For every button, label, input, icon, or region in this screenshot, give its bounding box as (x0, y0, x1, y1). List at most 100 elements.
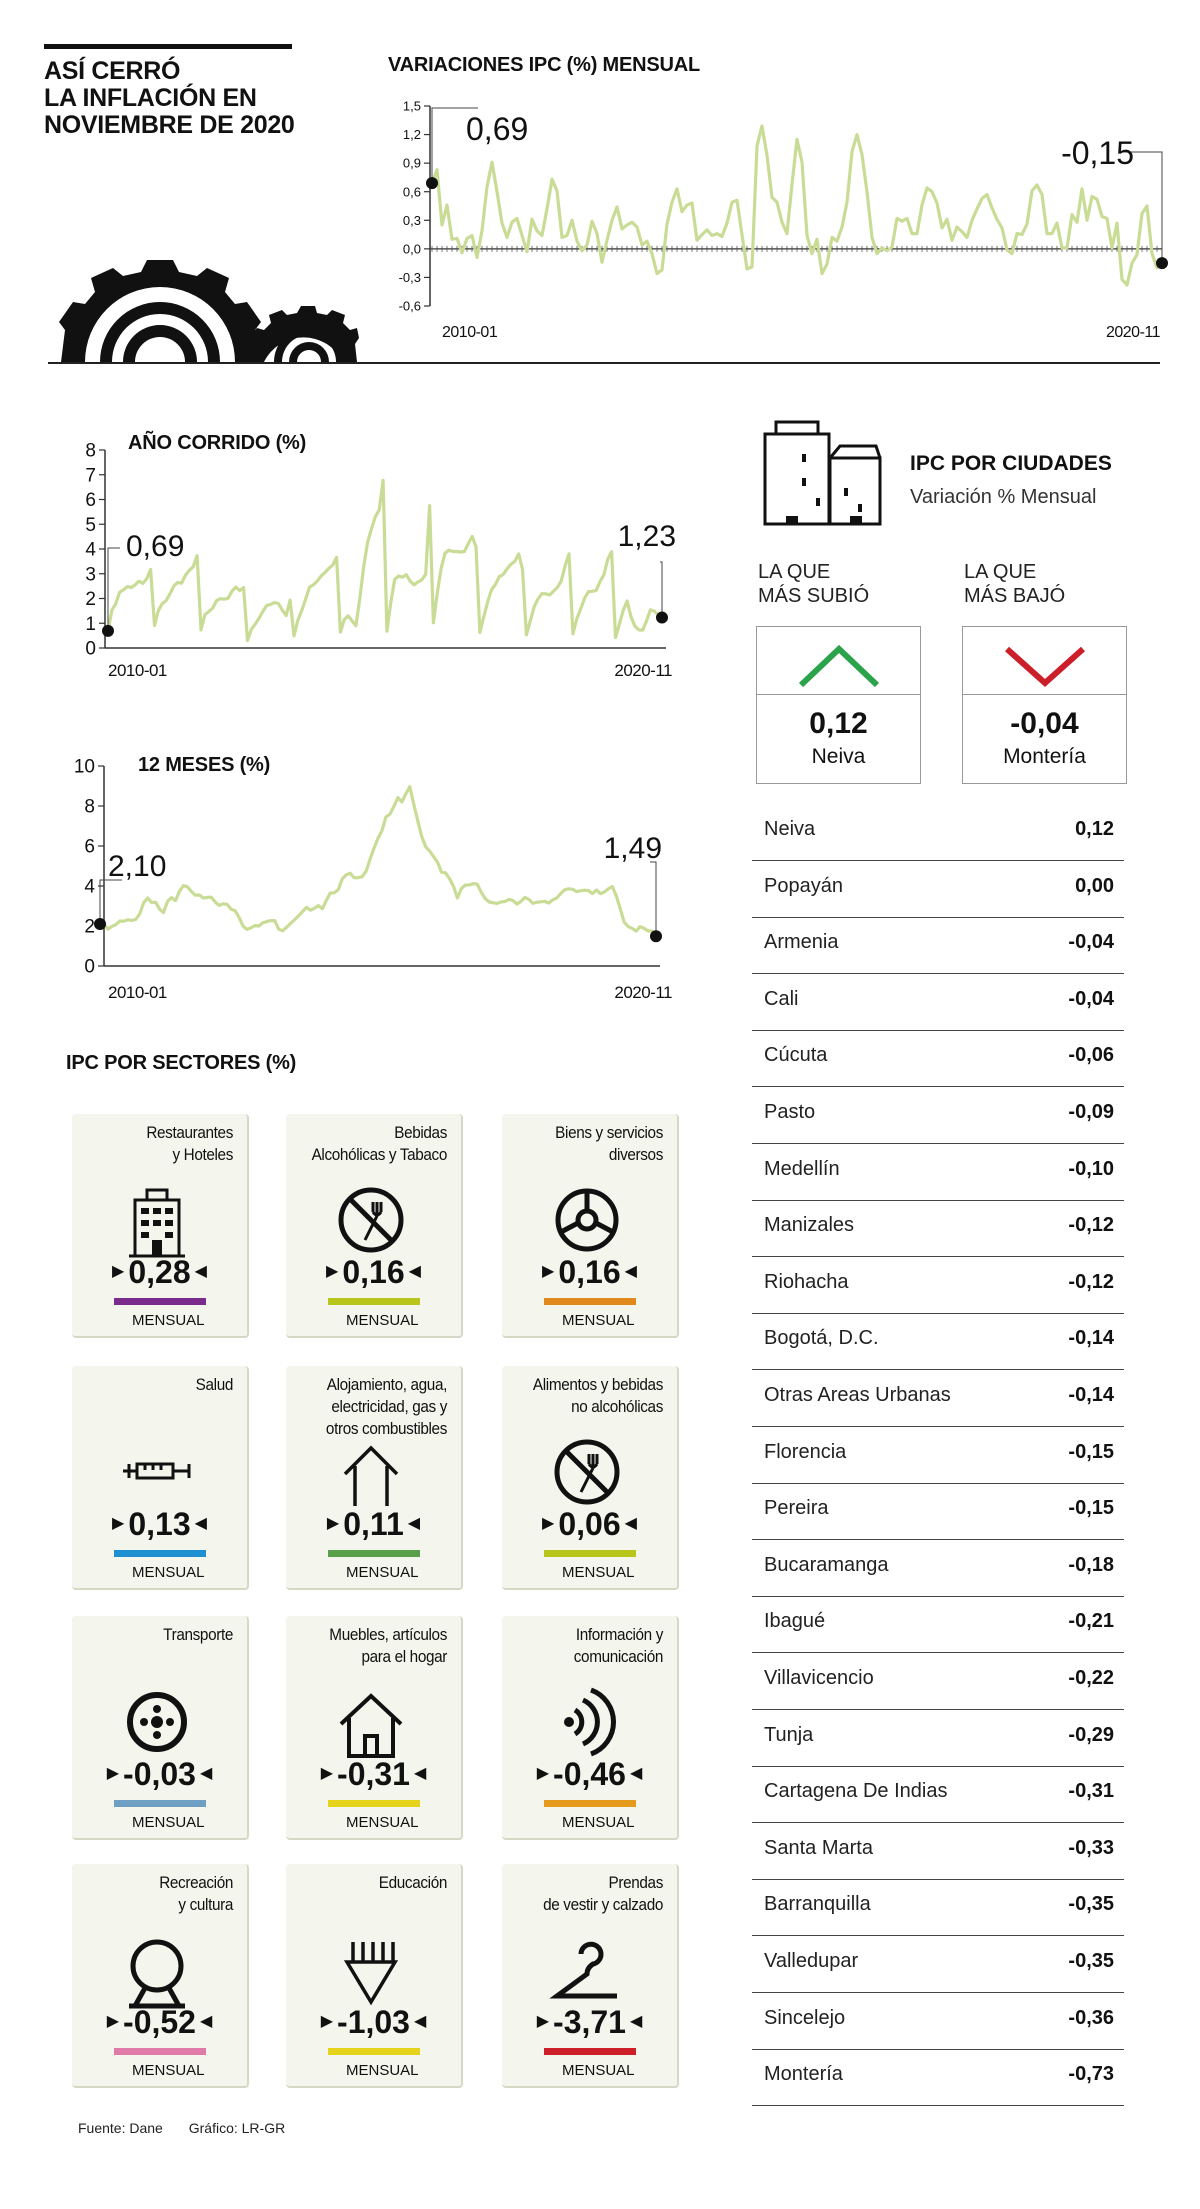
sector-value: 0,28 (128, 1254, 191, 1290)
y-tick-label: 1,5 (403, 99, 421, 114)
lowest-city: Montería (1003, 745, 1086, 768)
sector-label: Muebles, artículos para el hogar (329, 1625, 447, 1666)
end-leader (660, 561, 663, 618)
city-name: Popayán (764, 874, 843, 897)
right-triangle-icon: ▶ (112, 1262, 125, 1280)
down-chevron-icon (1004, 646, 1086, 688)
sector-value: 0,06 (558, 1506, 621, 1542)
city-row: Otras Areas Urbanas -0,14 (752, 1370, 1124, 1427)
wheel-icon (555, 1188, 619, 1252)
city-name: Manizales (764, 1214, 855, 1237)
end-leader (650, 861, 657, 937)
right-triangle-icon: ▶ (536, 1764, 550, 1782)
city-row: Barranquilla -0,35 (752, 1879, 1124, 1937)
y-tick-label: 1,2 (403, 127, 421, 142)
start-point (102, 624, 114, 637)
city-value: -0,33 (1068, 1836, 1114, 1859)
city-name: Sincelejo (764, 2006, 846, 2029)
syringe-icon (123, 1462, 191, 1480)
city-name: Bucaramanga (764, 1553, 889, 1576)
main-title: ASÍ CERRÓ LA INFLACIÓN EN NOVIEMBRE DE 2… (44, 57, 295, 139)
sector-unit: MENSUAL (346, 1814, 419, 1831)
chart-monthly-title: VARIACIONES IPC (%) MENSUAL (388, 54, 701, 76)
gears-icon (59, 260, 359, 362)
city-row: Florencia -0,15 (752, 1427, 1124, 1484)
sector-color-bar (114, 1298, 206, 1305)
sector-label: Biens y servicios diversos (555, 1123, 663, 1164)
sector-color-bar (544, 1550, 636, 1557)
sector-card: Bebidas Alcohólicas y Tabaco ▶ 0,16 ◀ MENSUA… (286, 1114, 463, 1338)
sector-card: Biens y servicios diversos ▶ 0,16 ◀ MENSUAL (502, 1114, 679, 1338)
city-row: Neiva 0,12 (752, 804, 1124, 861)
sector-unit: MENSUAL (132, 2062, 205, 2079)
city-value: -0,22 (1068, 1667, 1114, 1689)
y-tick-label: -0,3 (399, 270, 421, 285)
y-tick-label: 1 (85, 614, 96, 635)
sector-color-bar (114, 1800, 206, 1807)
city-row: Bogotá, D.C. -0,14 (752, 1313, 1124, 1371)
end-point (650, 930, 662, 943)
sector-color-bar (328, 2048, 420, 2055)
city-value: -0,10 (1068, 1157, 1114, 1180)
city-row: Cartagena De Indias -0,31 (752, 1766, 1124, 1824)
chart-ytd: 8 7 6 5 4 3 2 1 0 0,69 1,23 2010-01 2020-11 (85, 441, 676, 680)
city-row: Riohacha -0,12 (752, 1257, 1124, 1314)
hanger-icon (549, 1941, 617, 1999)
highest-city: Neiva (811, 745, 866, 768)
sector-unit: MENSUAL (562, 1312, 635, 1329)
sector-value-row: ▶ 0,13 ◀ (72, 1506, 247, 1543)
left-triangle-icon: ◀ (629, 2012, 643, 2030)
sector-value: 0,13 (128, 1506, 191, 1542)
right-triangle-icon: ▶ (106, 1764, 120, 1782)
city-row: Armenia -0,04 (752, 917, 1124, 975)
city-name: Pasto (764, 1101, 816, 1123)
y-tick-label: 4 (84, 877, 95, 898)
sector-value: -0,52 (123, 2004, 196, 2040)
city-row: Montería -0,73 (752, 2049, 1124, 2107)
city-name: Armenia (764, 931, 839, 954)
city-row: Medellín -0,10 (752, 1144, 1124, 1201)
y-tick-label: 10 (74, 757, 95, 778)
city-name: Cúcuta (764, 1044, 828, 1067)
start-leader (431, 107, 478, 184)
sector-value-row: ▶ 0,16 ◀ (502, 1254, 677, 1291)
chart-12m: 10 8 6 4 2 0 2,10 1,49 2010-01 2020-11 (74, 757, 673, 1002)
buildings-icon (763, 420, 882, 526)
sector-value-row: ▶ -0,03 ◀ (72, 1756, 247, 1793)
city-value: -0,14 (1068, 1327, 1114, 1350)
left-triangle-icon: ◀ (194, 1262, 207, 1280)
city-value: -0,04 (1068, 987, 1114, 1010)
y-tick-label: 7 (85, 465, 96, 486)
city-value: -0,73 (1068, 2063, 1114, 2086)
sector-unit: MENSUAL (562, 1814, 635, 1831)
sector-label: Restaurantes y Hoteles (146, 1123, 233, 1164)
left-triangle-icon: ◀ (199, 2012, 213, 2030)
city-row: Tunja -0,29 (752, 1710, 1124, 1767)
right-triangle-icon: ▶ (326, 1262, 339, 1280)
end-point (656, 611, 668, 624)
sector-unit: MENSUAL (132, 1312, 205, 1329)
y-tick-label: 0,9 (403, 156, 421, 171)
sector-card: Transporte ▶ -0,03 ◀ MENSUAL (72, 1616, 249, 1840)
end-point (1156, 257, 1168, 270)
sector-label: Educación (378, 1873, 448, 1892)
cities-title: IPC POR CIUDADES (910, 452, 1112, 475)
sector-color-bar (328, 1298, 420, 1305)
series-line (99, 784, 658, 938)
end-value-label: 1,23 (618, 520, 676, 553)
up-chevron-icon (798, 644, 880, 688)
sector-card: Información y comunicación ▶ -0,46 ◀ MENSUAL (502, 1616, 679, 1840)
start-point (94, 918, 106, 930)
sector-card: Recreación y cultura ▶ -0,52 ◀ MENSUAL (72, 1864, 249, 2088)
pen-icon (343, 1942, 399, 2006)
left-triangle-icon: ◀ (408, 1262, 421, 1280)
x-label-end: 2020-11 (614, 983, 672, 1002)
house-icon (339, 1693, 403, 1758)
sector-card: Muebles, artículos para el hogar ▶ -0,31 ◀ M… (286, 1616, 463, 1840)
city-row: Sincelejo -0,36 (752, 1993, 1124, 2050)
end-value-label: 1,49 (604, 832, 662, 865)
sector-value: 0,16 (342, 1254, 405, 1290)
x-label-start: 2010-01 (108, 661, 167, 680)
y-tick-label: 8 (84, 797, 95, 818)
sector-unit: MENSUAL (346, 2062, 419, 2079)
